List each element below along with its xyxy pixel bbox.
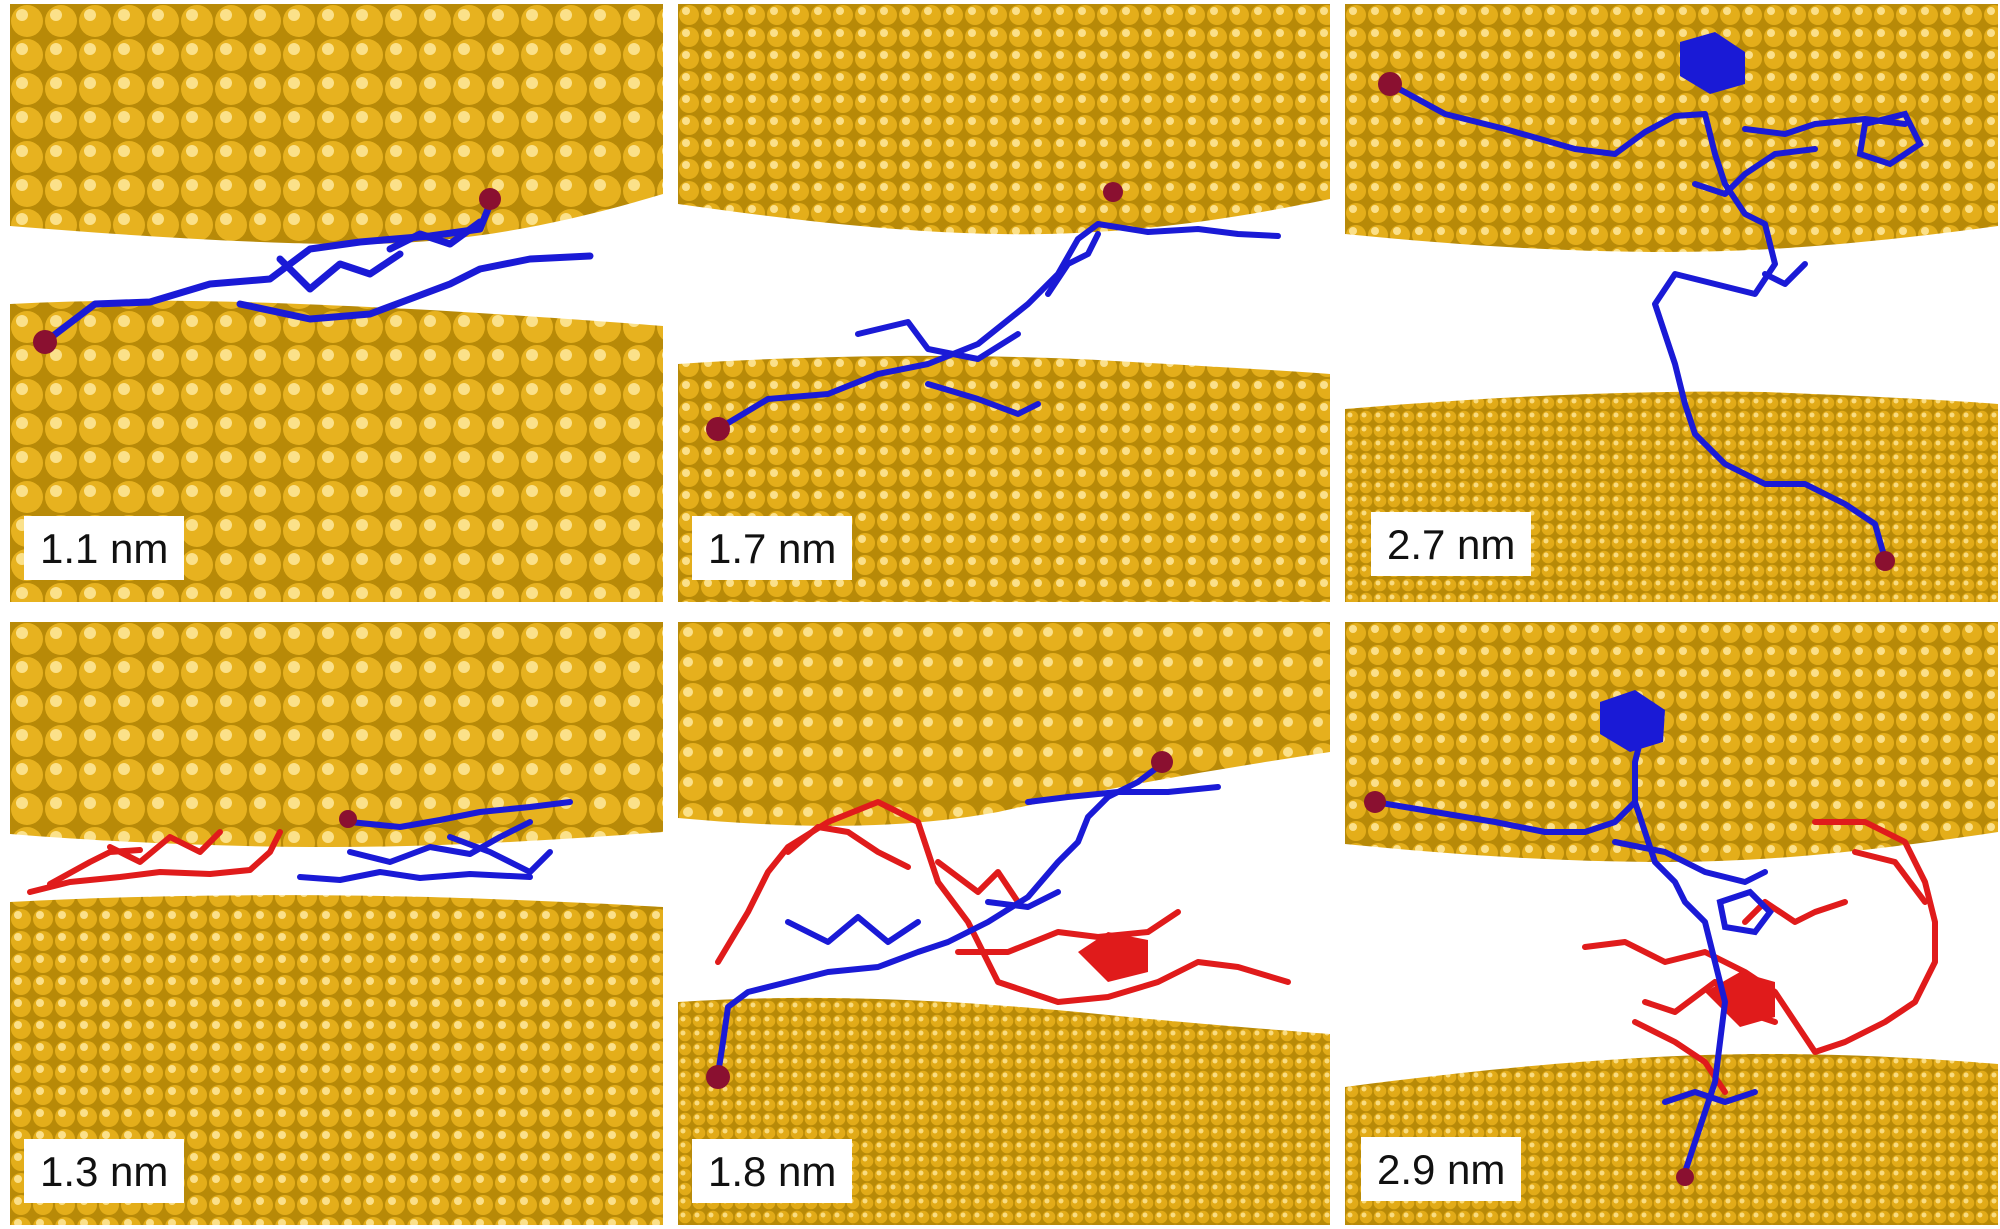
base-ring [1856, 110, 1924, 168]
gold-junction-image-1 [10, 4, 663, 602]
panel-1: 1.1 nm [10, 4, 663, 602]
end-atom [1364, 791, 1386, 813]
end-atom [1151, 751, 1173, 773]
upper-electrode [10, 4, 663, 245]
gold-junction-image-6 [1345, 622, 1998, 1225]
gap-distance-label: 1.7 nm [692, 516, 853, 580]
molecule-strand-blue [715, 221, 1281, 432]
panel-2: 1.7 nm [678, 4, 1330, 602]
end-atom [706, 1065, 730, 1089]
panel-4: 1.3 nm [10, 622, 663, 1225]
end-atom [1875, 551, 1895, 571]
gap-distance-label: 2.9 nm [1361, 1137, 1522, 1201]
panel-5: 1.8 nm [678, 622, 1330, 1225]
base-ring [1078, 932, 1148, 982]
upper-electrode [10, 622, 663, 847]
end-atom [339, 810, 357, 828]
gold-junction-image-5 [678, 622, 1330, 1225]
upper-electrode [678, 4, 1330, 235]
upper-electrode [1345, 622, 1998, 862]
molecule-strand-red [1582, 819, 1938, 1095]
gap-distance-label: 1.8 nm [692, 1139, 853, 1203]
molecule-strand-red [715, 799, 1291, 1005]
panel-3: 2.7 nm [1345, 4, 1998, 602]
molecule-strand-blue [715, 764, 1221, 1077]
base-ring [1600, 690, 1665, 752]
base-ring [1716, 888, 1774, 936]
end-atom [33, 330, 57, 354]
end-atom [1378, 72, 1402, 96]
end-atom [1103, 182, 1123, 202]
upper-electrode [1345, 4, 1998, 252]
upper-electrode [678, 622, 1330, 826]
gap-distance-label: 1.3 nm [24, 1139, 185, 1203]
molecule-strand-blue [1372, 719, 1768, 1175]
gold-junction-image-3 [1345, 4, 1998, 602]
gap-distance-label: 1.1 nm [24, 516, 185, 580]
gold-junction-image-4 [10, 622, 663, 1225]
molecule-strand-blue [41, 200, 594, 346]
molecule-strand-blue [297, 799, 573, 883]
panel-6: 2.9 nm [1345, 622, 1998, 1225]
base-ring [1680, 32, 1745, 94]
gold-junction-image-2 [678, 4, 1330, 602]
end-atom [479, 188, 501, 210]
end-atom [706, 417, 730, 441]
molecule-strand-red [27, 829, 283, 895]
gap-distance-label: 2.7 nm [1371, 512, 1532, 576]
end-atom [1676, 1168, 1694, 1186]
